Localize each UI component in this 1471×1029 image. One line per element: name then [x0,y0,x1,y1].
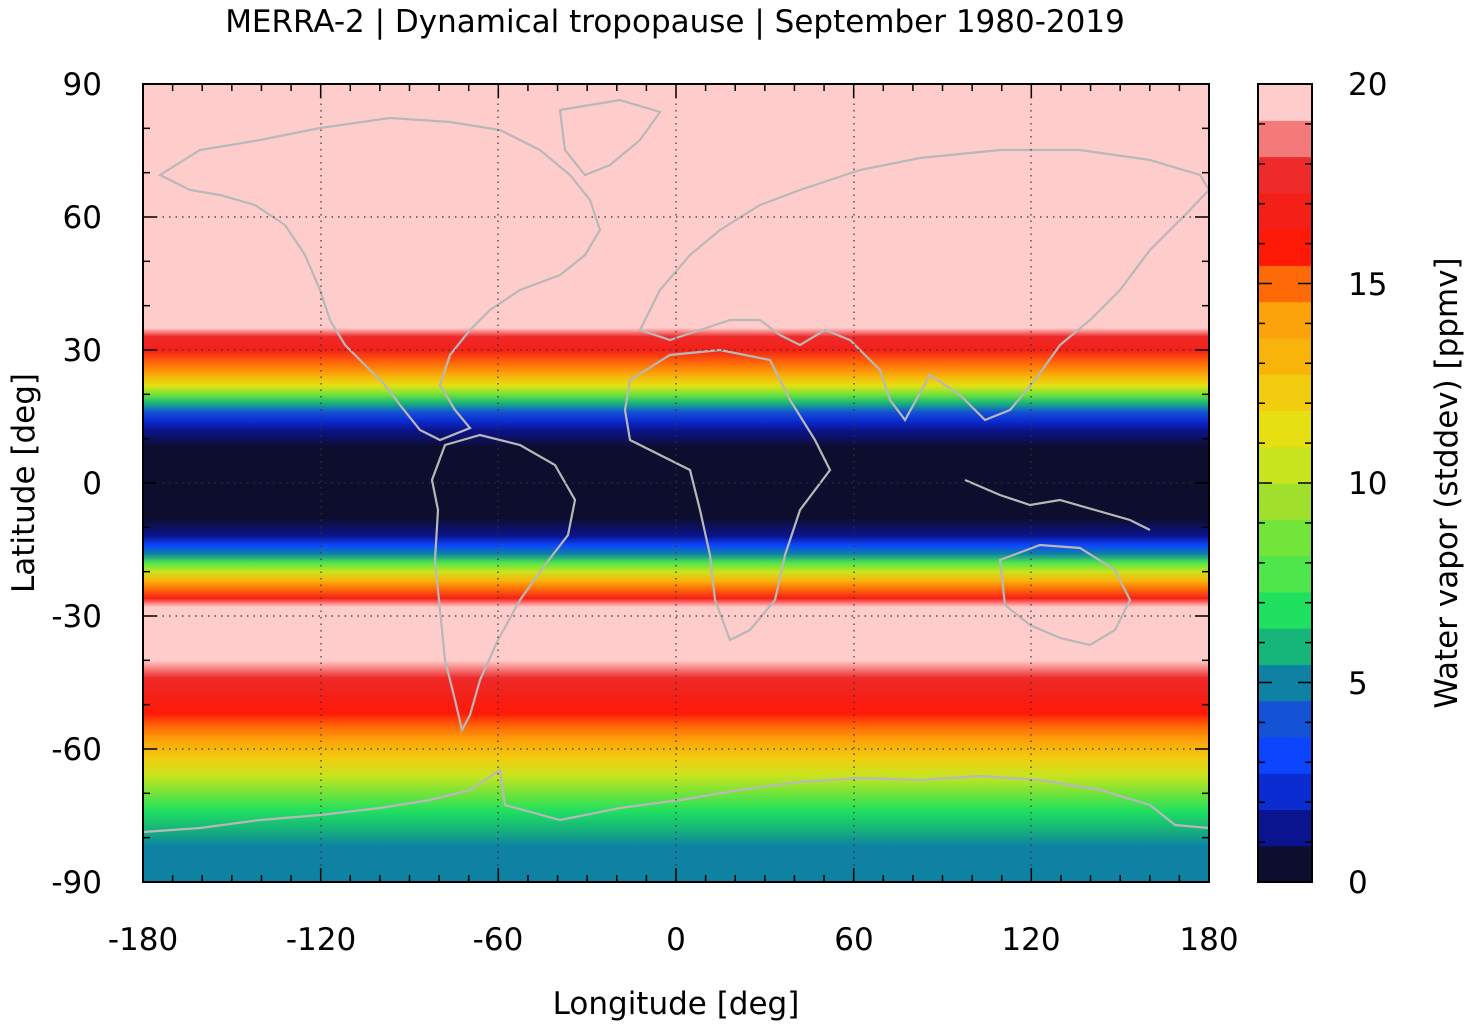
colorbar-tick-label: 20 [1348,67,1387,103]
y-tick-label: -60 [51,732,102,768]
colorbar-swatch [1258,156,1312,194]
colorbar-swatch [1258,591,1312,629]
colorbar-tick-label: 15 [1348,267,1387,303]
coastline-indonesia [964,478,1151,531]
y-tick-label: 30 [63,333,102,369]
colorbar-swatch [1258,84,1312,121]
colorbar-swatch [1258,410,1312,448]
colorbar-swatch [1258,519,1312,557]
y-tick-labels: 90 60 30 0 -30 -60 -90 [51,67,102,901]
y-tick-label: -90 [51,865,102,901]
colorbar-swatch [1258,736,1312,774]
colorbar-swatch [1258,301,1312,339]
x-tick-label: 120 [1001,922,1060,958]
chart-title: MERRA-2 | Dynamical tropopause | Septemb… [225,4,1125,40]
y-tick-label: 90 [63,67,102,103]
coastline-australia [998,543,1132,647]
colorbar-swatch [1258,337,1312,375]
y-tick-label: -30 [51,599,102,635]
coastline-greenland [558,98,662,177]
colorbar-swatch [1258,229,1312,266]
colorbar-swatch [1258,120,1312,158]
colorbar-swatch [1258,446,1312,484]
x-axis-label: Longitude [deg] [553,986,800,1022]
colorbar-swatch [1258,483,1312,520]
x-tick-label: 0 [666,922,686,958]
x-tick-label: -60 [473,922,524,958]
colorbar-tick-label: 5 [1348,666,1368,702]
colorbar-tick-label: 10 [1348,466,1387,502]
y-axis-label: Latitude [deg] [6,373,42,593]
coastline-north-america [157,116,602,442]
x-tick-label: 180 [1179,922,1238,958]
x-tick-label: -180 [108,922,178,958]
colorbar-frame [1257,83,1313,883]
colorbar-swatch [1258,192,1312,230]
colorbar-swatch [1258,845,1312,883]
coastlines-overlay [143,98,1209,834]
x-tick-labels: -180 -120 -60 0 60 120 180 [108,922,1239,958]
coastline-south-america [430,433,577,734]
colorbar-swatch [1258,555,1312,593]
colorbar-swatch [1258,700,1312,738]
colorbar-swatch [1258,773,1312,811]
colorbar-tick-label: 0 [1348,865,1368,901]
colorbar-swatch [1258,374,1312,412]
colorbar-swatch [1258,809,1312,847]
colorbar-label: Water vapor (stddev) [ppmv] [1429,257,1465,708]
coastline-eurasia [638,148,1209,423]
y-tick-label: 60 [63,200,102,236]
plot-frame [142,83,1210,883]
plot-area [142,83,1210,883]
colorbar-swatch [1258,628,1312,665]
x-tick-label: -120 [286,922,356,958]
y-tick-label: 0 [82,466,102,502]
grid-lines [143,84,1209,882]
colorbar: 20 15 10 5 0 Water vapor (stddev) [ppmv] [1257,67,1465,901]
coastline-antarctica [143,768,1209,834]
x-tick-label: 60 [834,922,873,958]
coastline-africa [623,348,832,642]
